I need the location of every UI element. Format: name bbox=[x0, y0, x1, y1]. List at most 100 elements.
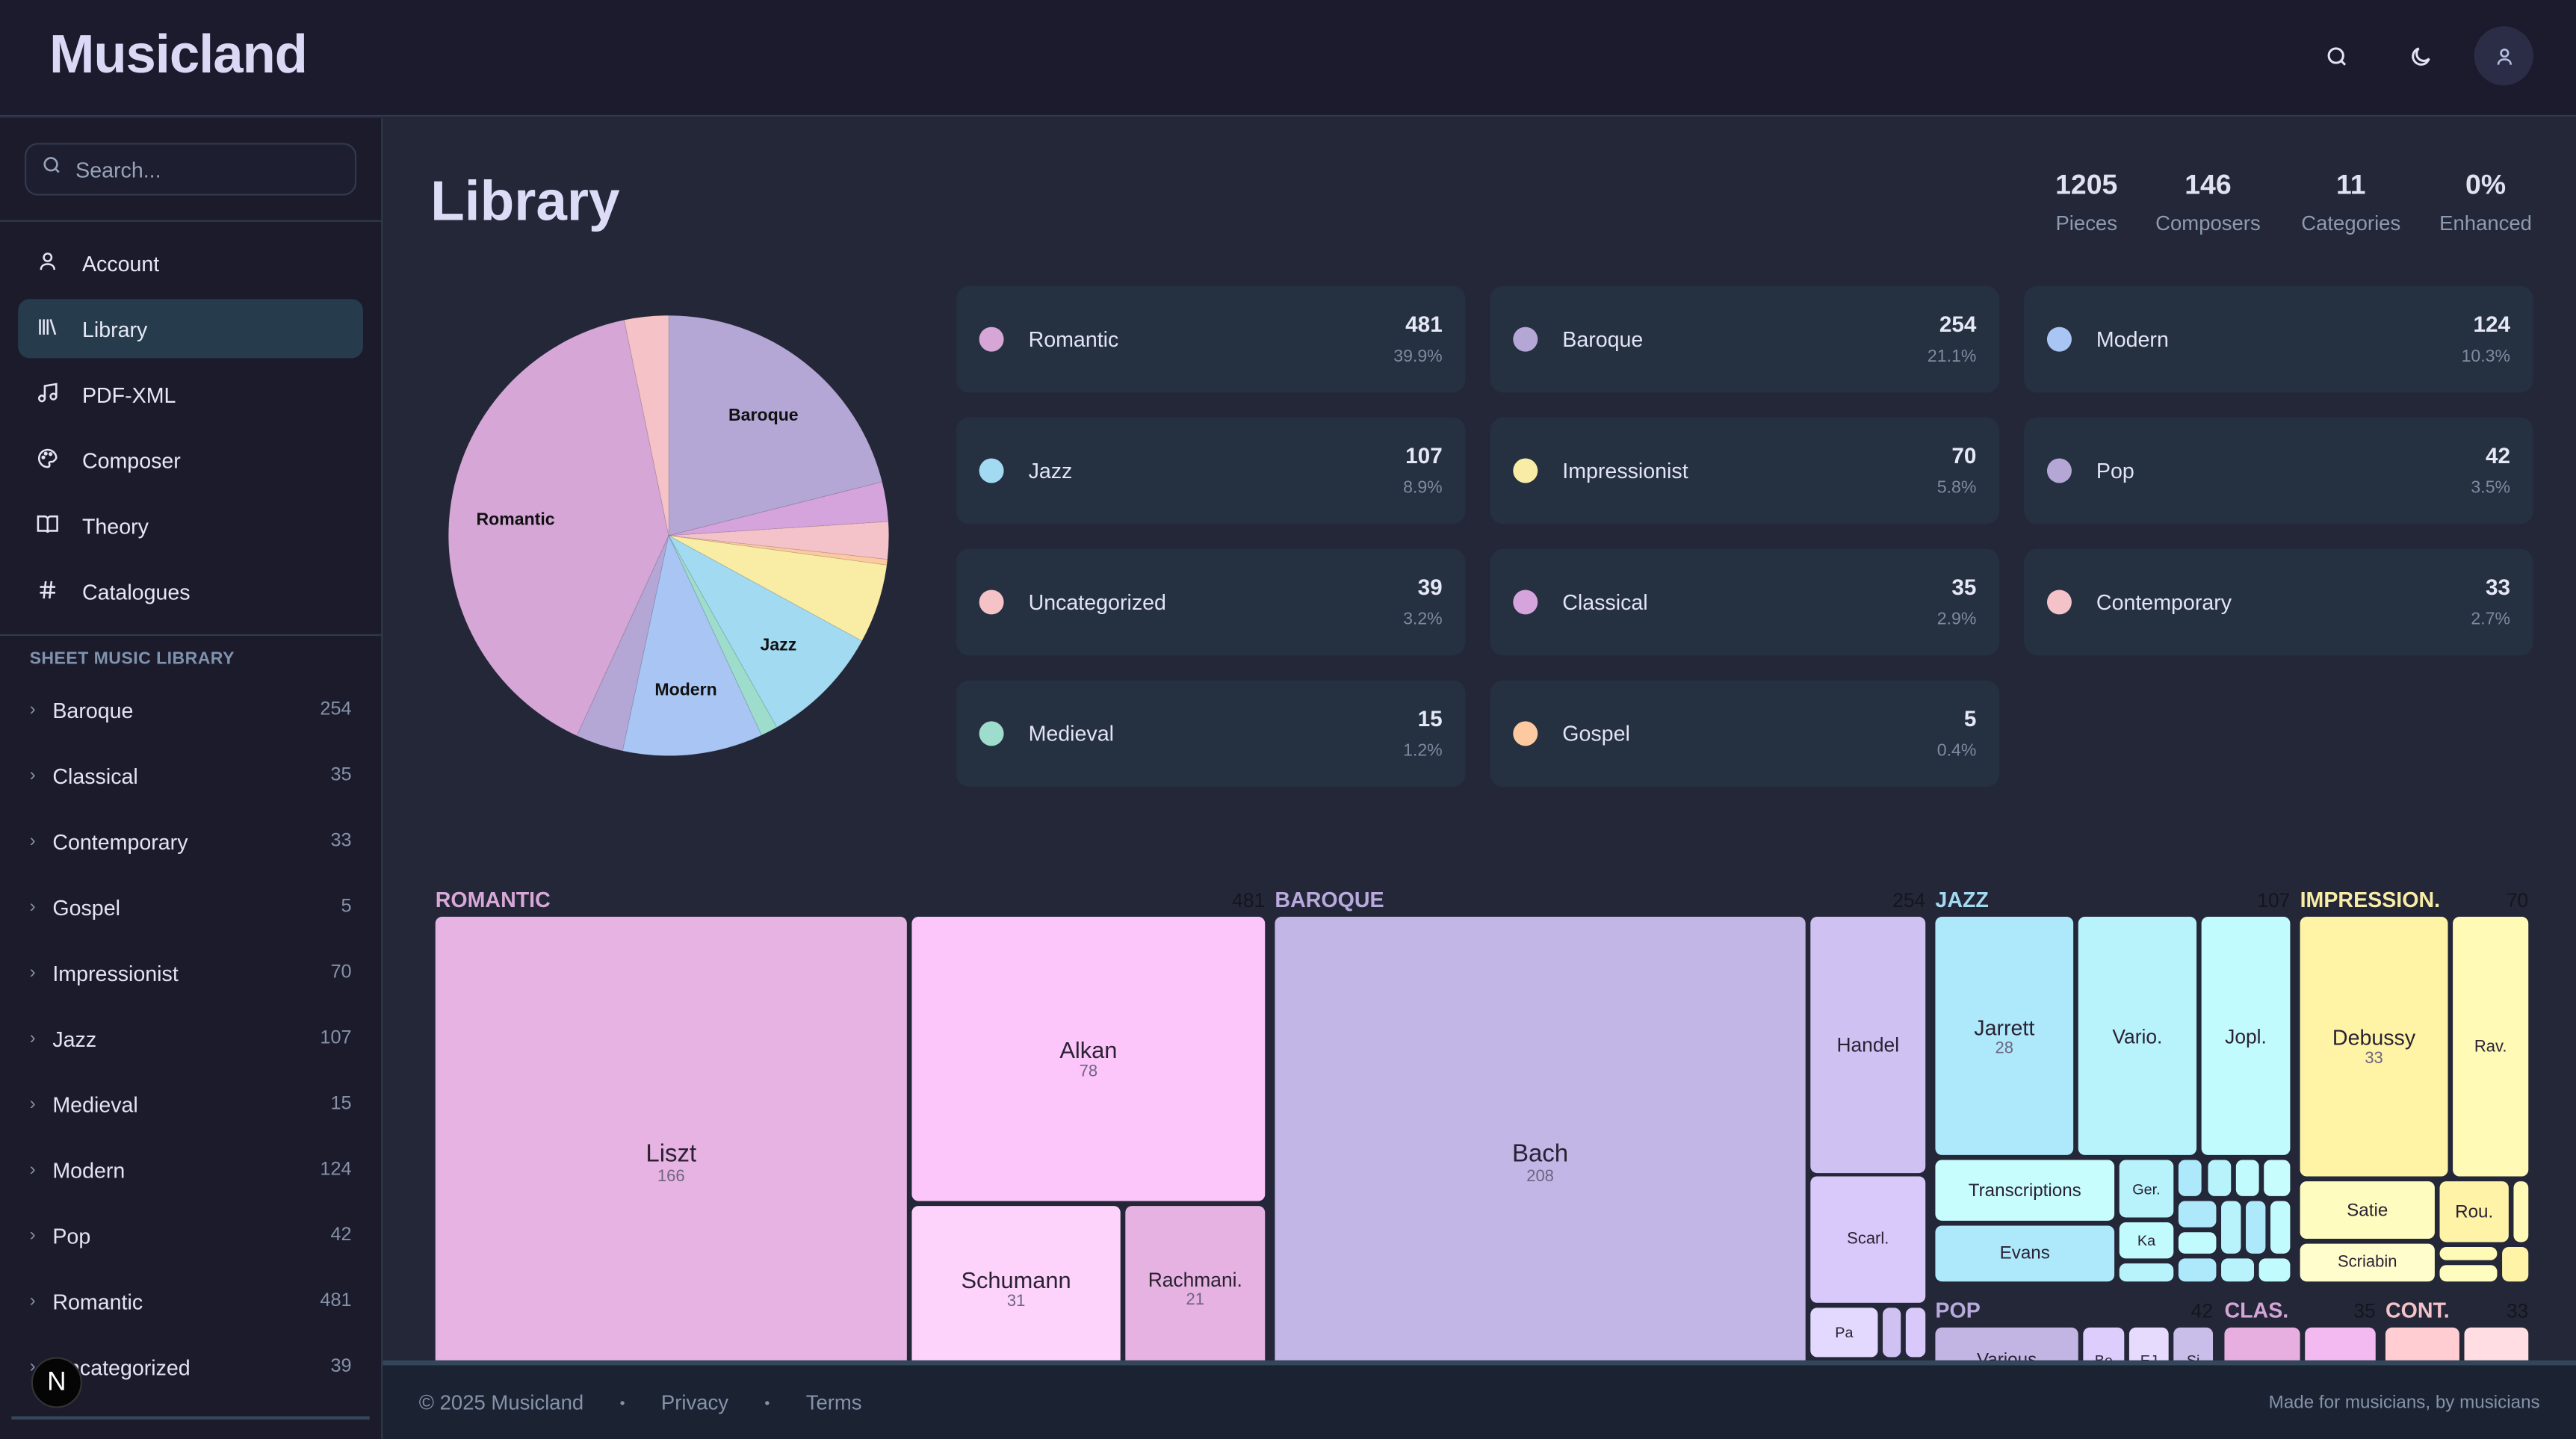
treemap-tile[interactable]: Rachmani. 21 bbox=[1125, 1206, 1266, 1370]
treemap-tile[interactable] bbox=[2178, 1258, 2217, 1282]
category-card[interactable]: Medieval 15 1.2% bbox=[956, 680, 1466, 787]
moon-icon[interactable] bbox=[2391, 26, 2450, 85]
nav-item-catalogues[interactable]: Catalogues bbox=[18, 562, 363, 621]
category-item[interactable]: › Modern 124 bbox=[30, 1145, 352, 1195]
tile-value: 28 bbox=[1995, 1039, 2014, 1058]
treemap-group-total: 35 bbox=[2353, 1299, 2376, 1323]
pie-slice-impressionist[interactable] bbox=[668, 535, 888, 642]
treemap-tile[interactable]: Ka bbox=[2119, 1222, 2174, 1259]
category-card[interactable]: Contemporary 33 2.7% bbox=[2024, 548, 2533, 656]
treemap-tile[interactable] bbox=[2513, 1181, 2529, 1243]
pie-slice-contemporary[interactable] bbox=[668, 521, 890, 560]
category-card[interactable]: Classical 35 2.9% bbox=[1490, 548, 2000, 656]
treemap-tile[interactable]: Scriabin bbox=[2300, 1243, 2435, 1282]
tile-label: Jopl. bbox=[2225, 1024, 2267, 1047]
treemap-tile[interactable]: Scarl. bbox=[1810, 1176, 1926, 1303]
treemap-tile[interactable] bbox=[2439, 1247, 2498, 1260]
category-card[interactable]: Uncategorized 39 3.2% bbox=[956, 548, 1466, 656]
treemap-tile[interactable]: Handel bbox=[1810, 917, 1926, 1174]
treemap-tile[interactable]: Debussy 33 bbox=[2300, 917, 2448, 1177]
nav-item-pdf-xml[interactable]: PDF-XML bbox=[18, 365, 363, 424]
treemap-tile[interactable]: Bach 208 bbox=[1275, 917, 1806, 1410]
pie-slice-classical[interactable] bbox=[668, 481, 889, 536]
treemap-tile[interactable]: Pa bbox=[1810, 1308, 1878, 1358]
treemap-tile[interactable]: Ger. bbox=[2119, 1160, 2174, 1218]
pie-label: Baroque bbox=[728, 405, 799, 424]
treemap-group-total: 254 bbox=[1892, 888, 1926, 912]
treemap-tile[interactable] bbox=[2258, 1258, 2291, 1282]
treemap-tile[interactable]: Vario. bbox=[2078, 917, 2197, 1155]
treemap-tile[interactable] bbox=[2178, 1160, 2202, 1196]
category-card[interactable]: Pop 42 3.5% bbox=[2024, 417, 2533, 524]
tile-label: Schumann bbox=[961, 1266, 1071, 1293]
color-dot bbox=[1513, 327, 1538, 352]
treemap-tile[interactable]: Alkan 78 bbox=[911, 917, 1266, 1201]
treemap-tile[interactable] bbox=[2221, 1201, 2241, 1254]
nav-item-library[interactable]: Library bbox=[18, 299, 363, 359]
terms-link[interactable]: Terms bbox=[805, 1390, 862, 1414]
color-dot bbox=[1513, 458, 1538, 483]
treemap-tile[interactable] bbox=[2221, 1258, 2255, 1282]
treemap-tile[interactable] bbox=[2208, 1160, 2232, 1196]
color-dot bbox=[1513, 721, 1538, 746]
nav-item-theory[interactable]: Theory bbox=[18, 496, 363, 555]
treemap-tile[interactable] bbox=[2270, 1201, 2291, 1254]
treemap-tile[interactable]: Liszt 166 bbox=[435, 917, 907, 1410]
treemap-tile[interactable] bbox=[2235, 1160, 2259, 1196]
search-box[interactable] bbox=[24, 143, 357, 196]
pie-slice-baroque[interactable] bbox=[668, 315, 883, 536]
treemap-tile[interactable] bbox=[1883, 1308, 1901, 1358]
pie-slice-gospel[interactable] bbox=[668, 535, 888, 566]
treemap-tile[interactable]: Rou. bbox=[2439, 1181, 2509, 1243]
treemap-tile[interactable]: Jopl. bbox=[2201, 917, 2291, 1155]
stat-value: 146 bbox=[2185, 169, 2232, 201]
category-item[interactable]: › Medieval 15 bbox=[30, 1080, 352, 1129]
treemap-group-title: CONT. bbox=[2385, 1298, 2450, 1323]
pie-slice-jazz[interactable] bbox=[667, 534, 863, 728]
privacy-link[interactable]: Privacy bbox=[660, 1390, 729, 1414]
treemap-tile[interactable] bbox=[1905, 1308, 1926, 1358]
card-count: 35 bbox=[1951, 575, 1977, 600]
search-icon[interactable] bbox=[2306, 26, 2365, 85]
pie-slice-pop[interactable] bbox=[576, 535, 669, 752]
category-item[interactable]: › Classical 35 bbox=[30, 751, 352, 800]
category-card[interactable]: Romantic 481 39.9% bbox=[956, 285, 1466, 393]
pie-slice-modern[interactable] bbox=[622, 534, 763, 757]
treemap-tile[interactable] bbox=[2178, 1232, 2217, 1254]
tile-value: 78 bbox=[1079, 1062, 1098, 1081]
category-item[interactable]: › Impressionist 70 bbox=[30, 948, 352, 997]
search-input[interactable] bbox=[75, 157, 323, 182]
brand-logo[interactable]: Musicland bbox=[49, 22, 308, 84]
treemap-tile[interactable]: Rav. bbox=[2453, 917, 2529, 1177]
nav-item-composer[interactable]: Composer bbox=[18, 430, 363, 489]
category-card[interactable]: Impressionist 70 5.8% bbox=[1490, 417, 2000, 524]
pie-slice-medieval[interactable] bbox=[668, 535, 778, 736]
treemap-tile[interactable] bbox=[2246, 1201, 2266, 1254]
category-item[interactable]: › Romantic 481 bbox=[30, 1277, 352, 1326]
card-percent: 21.1% bbox=[1927, 346, 1977, 367]
treemap-tile[interactable] bbox=[2178, 1201, 2217, 1228]
treemap-tile[interactable]: Satie bbox=[2300, 1181, 2435, 1240]
user-avatar-button[interactable] bbox=[2474, 26, 2533, 86]
treemap-tile[interactable] bbox=[2439, 1265, 2498, 1282]
category-card[interactable]: Gospel 5 0.4% bbox=[1490, 680, 2000, 787]
treemap-tile[interactable] bbox=[2264, 1160, 2291, 1196]
pie-slice-uncategorized[interactable] bbox=[623, 315, 669, 536]
category-item[interactable]: › Jazz 107 bbox=[30, 1014, 352, 1063]
category-item[interactable]: › Gospel 5 bbox=[30, 882, 352, 932]
category-item[interactable]: › Contemporary 33 bbox=[30, 817, 352, 866]
category-card[interactable]: Baroque 254 21.1% bbox=[1490, 285, 2000, 393]
category-item[interactable]: › Pop 42 bbox=[30, 1211, 352, 1260]
treemap-tile[interactable] bbox=[2119, 1263, 2174, 1282]
treemap-tile[interactable]: Jarrett 28 bbox=[1935, 917, 2074, 1155]
treemap-tile[interactable]: Evans bbox=[1935, 1225, 2115, 1282]
category-item[interactable]: › Baroque 254 bbox=[30, 685, 352, 734]
category-card[interactable]: Modern 124 10.3% bbox=[2024, 285, 2533, 393]
nav-item-account[interactable]: Account bbox=[18, 233, 363, 292]
category-card[interactable]: Jazz 107 8.9% bbox=[956, 417, 1466, 524]
pie-slice-romantic[interactable] bbox=[448, 319, 669, 737]
treemap-tile[interactable]: Schumann 31 bbox=[911, 1206, 1121, 1370]
floating-badge[interactable]: N bbox=[31, 1357, 82, 1408]
treemap-tile[interactable] bbox=[2502, 1247, 2529, 1282]
treemap-tile[interactable]: Transcriptions bbox=[1935, 1160, 2115, 1221]
